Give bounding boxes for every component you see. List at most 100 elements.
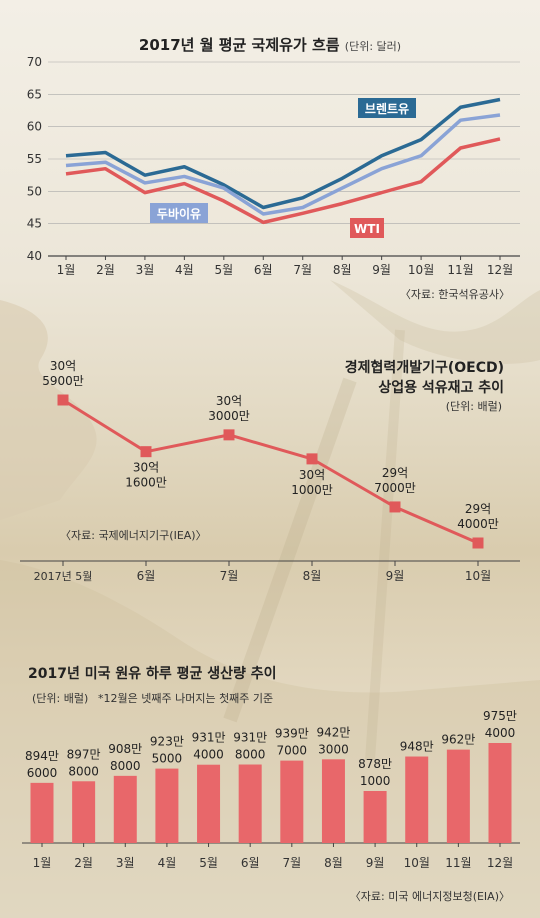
chart3-xtick-label: 9월	[366, 856, 385, 870]
chart3-xtick-label: 4월	[158, 856, 177, 870]
chart3-data-label-line1: 878만	[358, 757, 392, 771]
chart3-note: *12월은 넷째주 나머지는 첫째주 기준	[98, 692, 274, 705]
chart2-point	[472, 537, 484, 549]
chart2-data-label-line2: 1000만	[291, 483, 333, 497]
chart1-xtick-label: 2월	[96, 263, 115, 277]
chart3-xtick-label: 2월	[74, 856, 93, 870]
chart3-unit: (단위: 배럴)	[32, 692, 89, 705]
chart3-data-label-line2: 6000	[27, 766, 58, 780]
chart1-series-label-bg-1	[150, 203, 208, 223]
chart1-series-label-bg-2	[350, 218, 384, 238]
chart2-line-plot: 2017년 5월 6월 7월 8월 9월 10월30억5900만30억1600만30억30…	[20, 359, 520, 583]
chart2-data-label-line2: 3000만	[208, 409, 250, 423]
chart3-bar	[280, 760, 304, 843]
chart3-data-label-line1: 948만	[400, 740, 434, 754]
chart1-xtick-label: 9월	[372, 263, 391, 277]
chart2-data-label-line1: 30억	[299, 468, 325, 482]
chart3-data-label-line1: 897만	[67, 747, 101, 761]
chart2-point	[140, 446, 152, 458]
chart3-data-label-line1: 931만	[192, 731, 226, 745]
chart3-data-label-line2: 4000	[485, 726, 516, 740]
chart2-xtick-label: 9월	[386, 569, 405, 583]
chart3-xtick-label: 11월	[445, 856, 471, 870]
chart3-bar	[405, 756, 429, 843]
chart1-ytick-label: 45	[27, 217, 42, 231]
chart3-bar	[30, 782, 54, 843]
chart3-bar	[197, 764, 221, 843]
chart2-title-line1: 경제협력개발기구(OECD)	[344, 360, 504, 376]
chart3-data-label-line1: 975만	[483, 709, 517, 723]
chart1-series-line-1	[65, 113, 501, 216]
chart3-xtick-label: 1월	[33, 856, 52, 870]
chart3-xtick-label: 3월	[116, 856, 135, 870]
chart2-source: 〈자료: 국제에너지기구(IEA)〉	[60, 529, 207, 542]
chart1-series-label-1: 두바이유	[157, 206, 201, 221]
chart1-xtick-label: 7월	[293, 263, 312, 277]
chart3-bar	[113, 775, 137, 843]
chart2-point	[57, 394, 69, 406]
chart3-bar	[72, 781, 96, 843]
chart3-data-label-line1: 894만	[25, 749, 59, 763]
chart2-xtick-label: 8월	[303, 569, 322, 583]
chart2-unit: (단위: 배럴)	[445, 400, 502, 413]
chart3-data-label-line1: 942만	[316, 725, 350, 739]
chart1-ytick-label: 40	[27, 249, 42, 263]
chart1-ytick-label: 50	[27, 184, 42, 198]
chart2-data-label-line1: 29억	[465, 502, 491, 516]
chart3-xtick-label: 7월	[282, 856, 301, 870]
chart1-ytick-label: 70	[27, 55, 42, 69]
chart3-bar	[488, 743, 512, 843]
chart2-series-line	[62, 398, 479, 545]
chart3-data-label-line2: 8000	[110, 759, 141, 773]
chart2-point	[223, 429, 235, 441]
chart2-data-label-line1: 30억	[216, 394, 242, 408]
chart3-data-label-line2: 7000	[277, 744, 308, 758]
chart3-data-label-line2: 4000	[193, 748, 224, 762]
chart1-series-label-2: WTI	[354, 222, 380, 236]
chart2-point	[389, 501, 401, 513]
chart1-title-text: 2017년 월 평균 국제유가 흐름	[138, 36, 340, 54]
chart3-xtick-label: 12월	[487, 856, 513, 870]
chart3-bar	[363, 791, 387, 843]
chart1-xtick-label: 8월	[333, 263, 352, 277]
chart1-title: 2017년 월 평균 국제유가 흐름 (단위: 달러)	[0, 34, 540, 55]
chart1-source: 〈자료: 한국석유공사〉	[399, 288, 510, 301]
chart3-xtick-label: 8월	[324, 856, 343, 870]
chart2-title-line2: 상업용 석유재고 추이	[378, 380, 504, 396]
chart2-point	[306, 453, 318, 465]
chart1-line-plot: 40 45 50 55 60 65 70 1월 2월 3월 4월 5월 6월 7월 8월 9월 10월 11월 12…	[27, 55, 520, 277]
chart3-bar	[155, 768, 179, 843]
chart1-ytick-label: 65	[27, 87, 42, 101]
chart1-unit: (단위: 달러)	[344, 40, 402, 53]
chart2-data-label-line2: 4000만	[457, 517, 499, 531]
chart3-xtick-label: 6월	[241, 856, 260, 870]
chart1-ytick-label: 60	[27, 120, 42, 134]
chart1-series-label-0: 브렌트유	[365, 101, 409, 116]
chart2-data-label-line1: 30억	[50, 359, 76, 373]
chart1-xtick-label: 11월	[447, 263, 473, 277]
chart1-xtick-label: 1월	[57, 263, 76, 277]
chart3-data-label-line2: 8000	[235, 748, 266, 762]
chart2-data-label-line1: 29억	[382, 466, 408, 480]
chart3-data-label-line1: 962만	[441, 733, 475, 747]
chart1-series-label-bg-0	[358, 98, 416, 118]
chart2-data-label-line1: 30억	[133, 461, 159, 475]
chart1-xtick-label: 4월	[175, 263, 194, 277]
chart3-bar	[321, 759, 345, 843]
chart3-data-label-line1: 939만	[275, 727, 309, 741]
chart2-xtick-label: 2017년 5월	[34, 570, 93, 583]
chart2-xtick-label: 7월	[220, 569, 239, 583]
chart2-data-label-line2: 5900만	[42, 374, 84, 388]
chart1-xtick-label: 10월	[408, 263, 434, 277]
chart2-xtick-label: 10월	[465, 569, 491, 583]
chart3-data-label-line1: 908만	[108, 742, 142, 756]
chart1-series-line-0	[65, 97, 501, 210]
chart1-series-line-2	[65, 137, 501, 225]
chart3-data-label-line1: 931만	[233, 731, 267, 745]
chart2-data-label-line2: 1600만	[125, 476, 167, 490]
chart3-source: 〈자료: 미국 에너지정보청(EIA)〉	[349, 890, 510, 903]
chart3-title: 2017년 미국 원유 하루 평균 생산량 추이	[28, 666, 277, 682]
chart3-data-label-line2: 1000	[360, 774, 391, 788]
chart3-bar	[238, 764, 262, 843]
